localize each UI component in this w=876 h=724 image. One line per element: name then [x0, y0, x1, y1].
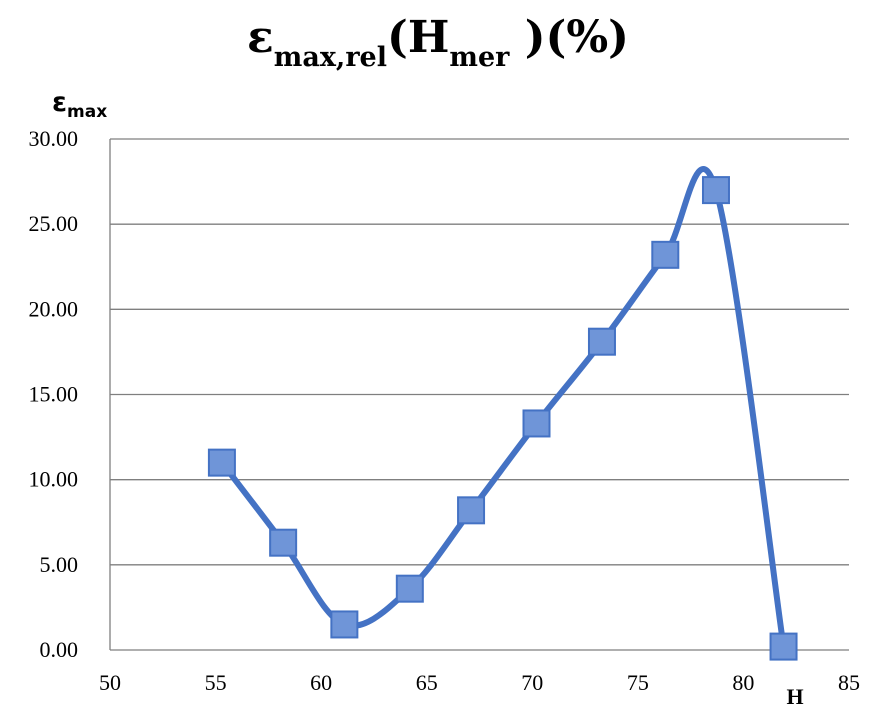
data-point-7: [651, 240, 680, 269]
x-tick-label: 65: [416, 670, 438, 695]
y-tick-label: 10.00: [29, 467, 79, 492]
x-tick-label: 75: [627, 670, 649, 695]
x-axis-label: H: [786, 684, 803, 709]
title-percent: )(%): [509, 12, 629, 63]
y-tick-label: 0.00: [40, 637, 79, 662]
chart-title-text: εmax,rel(Hmer )(%): [247, 12, 629, 73]
series-layer: [207, 166, 798, 661]
x-tick-label: 85: [838, 670, 860, 695]
title-subscript-maxrel: max,rel: [274, 42, 387, 73]
y-axis-label: εmax: [52, 87, 107, 122]
title-h: (H: [387, 12, 449, 63]
x-tick-label: 60: [310, 670, 332, 695]
y-tick-label: 25.00: [29, 211, 79, 236]
series-line-0: [218, 166, 787, 650]
data-point-1: [269, 528, 298, 557]
data-point-6: [587, 327, 616, 356]
x-tick-label: 80: [732, 670, 754, 695]
data-point-2: [330, 610, 359, 639]
y-tick-labels: 0.00 5.00 10.00 15.00 20.00 25.00 30.00: [29, 126, 79, 662]
data-point-0: [207, 448, 236, 477]
x-tick-label: 50: [99, 670, 121, 695]
y-tick-label: 20.00: [29, 296, 79, 321]
x-tick-label: 55: [205, 670, 227, 695]
data-point-8: [701, 176, 730, 205]
y-axis-label-subscript: max: [67, 102, 107, 122]
title-subscript-mer: mer: [449, 42, 510, 73]
y-tick-label: 15.00: [29, 382, 79, 407]
data-point-5: [522, 409, 551, 438]
y-axis-label-epsilon: ε: [52, 87, 67, 118]
data-point-4: [457, 496, 486, 525]
gridlines: [109, 138, 849, 651]
data-point-3: [395, 574, 424, 603]
x-tick-label: 70: [521, 670, 543, 695]
y-tick-label: 30.00: [29, 126, 79, 151]
chart-title: εmax,rel(Hmer )(%): [247, 12, 629, 73]
y-tick-label: 5.00: [40, 552, 79, 577]
x-tick-labels: 50 55 60 65 70 75 80 85: [99, 670, 860, 695]
title-epsilon: ε: [247, 12, 274, 63]
data-point-9: [769, 632, 798, 661]
